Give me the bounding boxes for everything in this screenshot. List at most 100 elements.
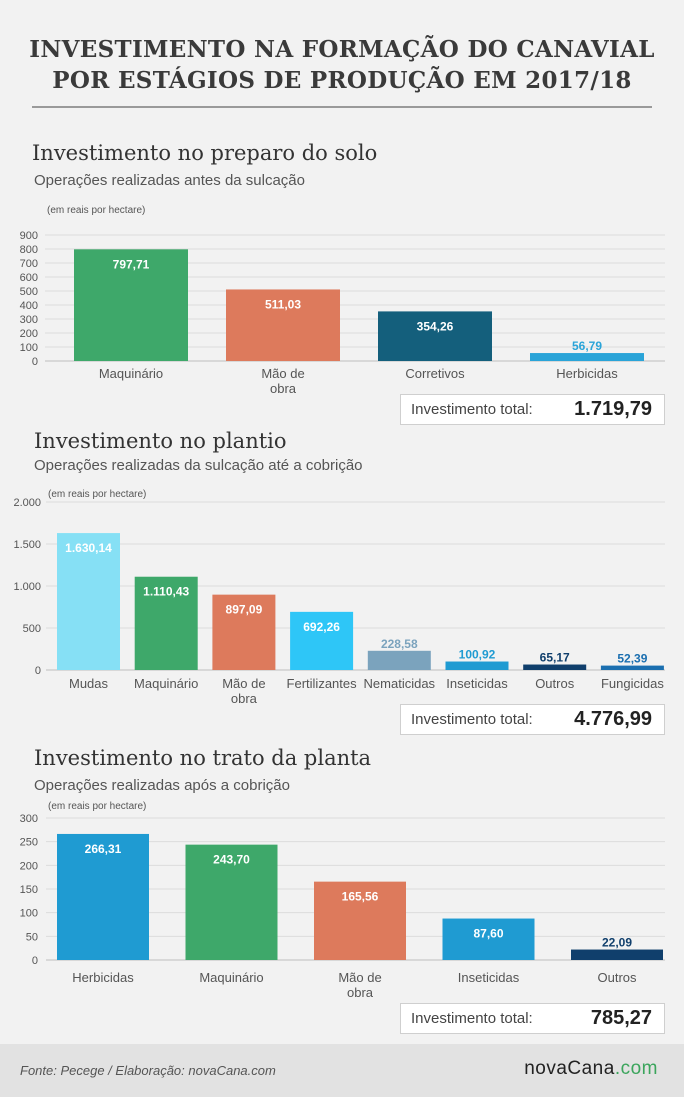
category-label-line: Inseticidas xyxy=(446,676,508,691)
y-tick-label: 100 xyxy=(20,342,38,354)
section-3-subtitle: Operações realizadas após a cobrição xyxy=(34,777,290,794)
data-label: 354,26 xyxy=(417,319,454,333)
category-label-line: Herbicidas xyxy=(72,970,134,985)
y-tick-label: 250 xyxy=(20,837,38,849)
section-3-title: Investimento no trato da planta xyxy=(34,746,372,770)
category-label-line: obra xyxy=(347,985,374,1000)
category-label: Fungicidas xyxy=(601,676,664,691)
bar xyxy=(445,661,509,670)
category-label: Outros xyxy=(597,970,637,985)
chart-trato-da-planta: 0 50 100 150 200 250 300 266,31 Herbicidas 243,70… xyxy=(20,813,665,1000)
category-label-line: Maquinário xyxy=(199,970,263,985)
section-1-unit-label: (em reais por hectare) xyxy=(47,205,146,216)
page-title: INVESTIMENTO NA FORMAÇÃO DO CANAVIAL POR… xyxy=(0,34,684,96)
section-1-total-box: Investimento total: 1.719,79 xyxy=(400,394,665,425)
y-tick-label: 200 xyxy=(20,328,38,340)
bar xyxy=(314,881,406,960)
page-title-line-2: POR ESTÁGIOS DE PRODUÇÃO EM 2017/18 xyxy=(52,67,632,94)
y-tick-label: 150 xyxy=(20,884,38,896)
data-label: 228,58 xyxy=(381,637,418,651)
category-label: Maquinário xyxy=(99,366,163,381)
y-tick-label: 1.500 xyxy=(13,539,41,551)
data-label: 65,17 xyxy=(540,651,570,665)
category-label-line: Corretivos xyxy=(405,366,465,381)
section-1-total-label: Investimento total: xyxy=(411,401,533,418)
category-label-line: Mão de xyxy=(261,366,304,381)
brand-logo-domain: .com xyxy=(614,1058,658,1079)
category-label: Mudas xyxy=(69,676,109,691)
category-label-line: Fertilizantes xyxy=(287,676,358,691)
bar xyxy=(442,918,535,960)
data-label: 165,56 xyxy=(342,890,379,904)
bar xyxy=(290,611,354,670)
footer-bar: Fonte: Pecege / Elaboração: novaCana.com… xyxy=(0,1044,684,1097)
data-label: 692,26 xyxy=(303,620,340,634)
y-tick-label: 700 xyxy=(20,258,38,270)
category-label-line: Maquinário xyxy=(99,366,163,381)
category-label: Inseticidas xyxy=(446,676,508,691)
title-divider xyxy=(32,106,652,108)
data-label: 87,60 xyxy=(473,927,503,941)
bar xyxy=(57,533,120,670)
data-label: 511,03 xyxy=(265,297,301,311)
category-label: Maquinário xyxy=(199,970,263,985)
category-label-line: Herbicidas xyxy=(556,366,618,381)
category-label: Mão de obra xyxy=(338,970,381,1000)
brand-logo: novaCana.com xyxy=(524,1058,658,1080)
y-tick-label: 800 xyxy=(20,244,38,256)
category-label-line: Mão de xyxy=(338,970,381,985)
y-axis: 0 100 200 300 400 500 600 700 800 900 xyxy=(20,230,38,368)
bar xyxy=(185,844,278,960)
y-tick-label: 0 xyxy=(35,665,41,677)
y-tick-label: 100 xyxy=(20,908,38,920)
section-3-unit-label: (em reais por hectare) xyxy=(48,801,147,812)
category-label-line: Outros xyxy=(597,970,637,985)
category-label-line: Mão de xyxy=(222,676,265,691)
page-title-line-1: INVESTIMENTO NA FORMAÇÃO DO CANAVIAL xyxy=(29,36,655,63)
category-label-line: Outros xyxy=(535,676,575,691)
bar xyxy=(530,353,644,361)
data-label: 1.630,14 xyxy=(65,541,112,555)
data-label: 897,09 xyxy=(226,603,263,617)
source-credit: Fonte: Pecege / Elaboração: novaCana.com xyxy=(20,1063,276,1078)
brand-logo-name: novaCana xyxy=(524,1058,615,1079)
category-label-line: Fungicidas xyxy=(601,676,664,691)
y-axis: 0 500 1.000 1.500 2.000 xyxy=(13,497,41,677)
bar xyxy=(212,594,276,670)
category-label-line: Maquinário xyxy=(134,676,198,691)
section-3-total-box: Investimento total: 785,27 xyxy=(400,1003,665,1034)
section-2-title: Investimento no plantio xyxy=(34,429,287,453)
category-label-line: obra xyxy=(270,381,297,396)
data-label: 243,70 xyxy=(213,853,250,867)
category-label: Herbicidas xyxy=(556,366,618,381)
section-1-subtitle: Operações realizadas antes da sulcação xyxy=(34,172,305,189)
category-label-line: Inseticidas xyxy=(458,970,520,985)
y-tick-label: 50 xyxy=(26,931,38,943)
section-3-total-label: Investimento total: xyxy=(411,1010,533,1027)
y-tick-label: 500 xyxy=(20,286,38,298)
y-tick-label: 300 xyxy=(20,314,38,326)
category-label: Corretivos xyxy=(405,366,465,381)
data-label: 22,09 xyxy=(602,936,632,950)
data-label: 797,71 xyxy=(113,257,150,271)
category-label: Inseticidas xyxy=(458,970,520,985)
section-2-total-label: Investimento total: xyxy=(411,711,533,728)
y-tick-label: 0 xyxy=(32,356,38,368)
section-1-total-value: 1.719,79 xyxy=(574,398,652,420)
bar xyxy=(367,650,431,670)
y-axis: 0 50 100 150 200 250 300 xyxy=(20,813,38,967)
y-tick-label: 200 xyxy=(20,860,38,872)
category-label: Fertilizantes xyxy=(287,676,358,691)
bar xyxy=(226,289,340,361)
chart-preparo-do-solo: 0 100 200 300 400 500 600 700 800 900 797,71 Maquin… xyxy=(20,230,665,396)
y-tick-label: 1.000 xyxy=(13,581,41,593)
category-label-line: Mudas xyxy=(69,676,109,691)
category-label: Nematicidas xyxy=(364,676,436,691)
category-label: Mão de obra xyxy=(222,676,265,706)
section-1-title: Investimento no preparo do solo xyxy=(32,141,378,165)
category-label-line: obra xyxy=(231,691,258,706)
data-label: 52,39 xyxy=(617,652,647,666)
bar xyxy=(74,249,188,361)
bar xyxy=(571,949,663,960)
data-label: 266,31 xyxy=(85,842,122,856)
